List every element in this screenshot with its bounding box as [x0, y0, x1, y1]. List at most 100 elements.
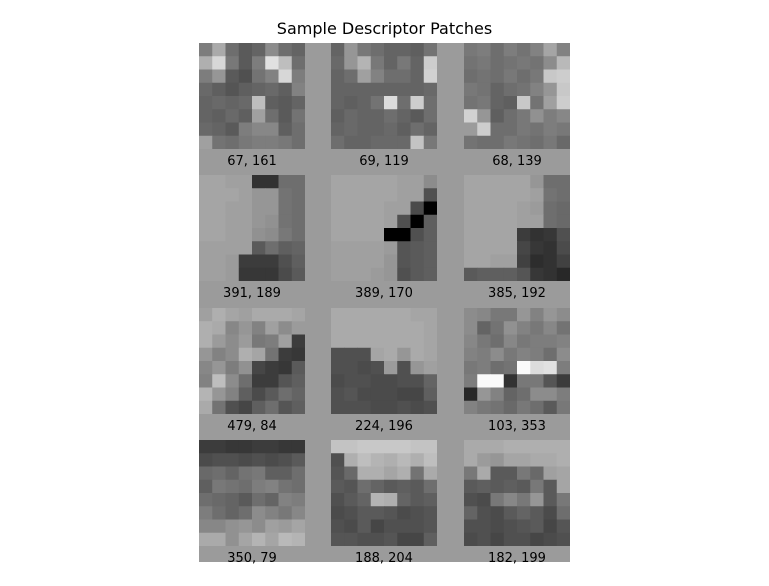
patch-pixel — [556, 532, 570, 546]
patch-pixel — [464, 175, 478, 189]
patch-pixel — [530, 201, 544, 216]
patch-pixel — [464, 135, 478, 149]
patch-pixel — [238, 532, 253, 546]
patch-pixel — [490, 374, 505, 388]
patch-pixel — [384, 400, 398, 414]
patch-pixel — [490, 400, 505, 414]
patch-image — [464, 308, 570, 414]
patch-pixel — [212, 69, 226, 84]
patch-pixel — [212, 254, 226, 269]
patch-pixel — [556, 122, 570, 137]
patch-image — [199, 308, 305, 414]
patch-pixel — [199, 453, 213, 467]
patch-pixel — [199, 241, 213, 255]
patch-pixel — [212, 214, 226, 229]
patch-pixel — [556, 175, 570, 189]
patch-pixel — [265, 493, 279, 507]
patch-pixel — [370, 267, 385, 281]
patch-pixel — [517, 122, 531, 137]
patch-pixel — [291, 493, 305, 507]
patch-pixel — [357, 254, 372, 269]
patch-pixel — [397, 519, 411, 534]
descriptor-patch — [464, 440, 570, 546]
patch-pixel — [370, 241, 385, 255]
patch-pixel — [384, 69, 398, 84]
patch-coordinate-label: 68, 139 — [492, 154, 542, 169]
patch-pixel — [410, 308, 425, 322]
patch-pixel — [265, 479, 279, 494]
patch-pixel — [477, 532, 491, 546]
patch-image — [464, 440, 570, 546]
patch-pixel — [265, 69, 279, 84]
patch-pixel — [490, 175, 505, 189]
patch-pixel — [252, 453, 266, 467]
patch-pixel — [490, 82, 505, 97]
patch-pixel — [265, 347, 279, 362]
patch-pixel — [530, 267, 544, 281]
patch-pixel — [370, 440, 385, 454]
patch-pixel — [423, 453, 437, 467]
patch-pixel — [517, 453, 531, 467]
patch-pixel — [265, 135, 279, 149]
patch-pixel — [252, 466, 266, 481]
patch-pixel — [384, 135, 398, 149]
patch-pixel — [291, 519, 305, 534]
patch-pixel — [556, 96, 570, 110]
patch-pixel — [503, 69, 518, 84]
patch-pixel — [423, 109, 437, 123]
patch-pixel — [464, 188, 478, 202]
patch-pixel — [543, 241, 558, 255]
patch-pixel — [397, 321, 411, 335]
patch-pixel — [556, 334, 570, 349]
patch-pixel — [464, 347, 478, 362]
patch-pixel — [265, 122, 279, 137]
patch-pixel — [265, 308, 279, 322]
patch-pixel — [410, 466, 425, 481]
patch-pixel — [357, 519, 372, 534]
patch-pixel — [384, 201, 398, 216]
patch-pixel — [344, 214, 358, 229]
patch-pixel — [278, 122, 293, 137]
patch-pixel — [278, 175, 293, 189]
patch-pixel — [331, 308, 345, 322]
patch-pixel — [423, 347, 437, 362]
patch-pixel — [503, 400, 518, 414]
patch-pixel — [543, 506, 558, 520]
patch-pixel — [490, 214, 505, 229]
patch-pixel — [331, 69, 345, 84]
patch-pixel — [331, 267, 345, 281]
patch-pixel — [423, 135, 437, 149]
patch-pixel — [291, 241, 305, 255]
patch-pixel — [252, 201, 266, 216]
patch-pixel — [199, 254, 213, 269]
patch-pixel — [199, 361, 213, 375]
patch-pixel — [344, 69, 358, 84]
patch-pixel — [199, 506, 213, 520]
patch-pixel — [357, 135, 372, 149]
patch-image — [464, 175, 570, 281]
patch-pixel — [291, 122, 305, 137]
patch-pixel — [477, 308, 491, 322]
patch-image — [199, 43, 305, 149]
patch-pixel — [370, 175, 385, 189]
patch-pixel — [291, 96, 305, 110]
patch-pixel — [344, 466, 358, 481]
patch-pixel — [199, 347, 213, 362]
patch-pixel — [344, 267, 358, 281]
patch-pixel — [530, 347, 544, 362]
patch-pixel — [252, 519, 266, 534]
patch-pixel — [517, 334, 531, 349]
patch-pixel — [370, 82, 385, 97]
descriptor-patch — [464, 308, 570, 414]
patch-pixel — [278, 82, 293, 97]
patch-pixel — [238, 466, 253, 481]
patch-pixel — [252, 374, 266, 388]
patch-pixel — [212, 361, 226, 375]
patch-pixel — [384, 387, 398, 402]
patch-pixel — [344, 135, 358, 149]
patch-pixel — [331, 361, 345, 375]
patch-pixel — [556, 400, 570, 414]
patch-pixel — [397, 135, 411, 149]
patch-pixel — [291, 479, 305, 494]
